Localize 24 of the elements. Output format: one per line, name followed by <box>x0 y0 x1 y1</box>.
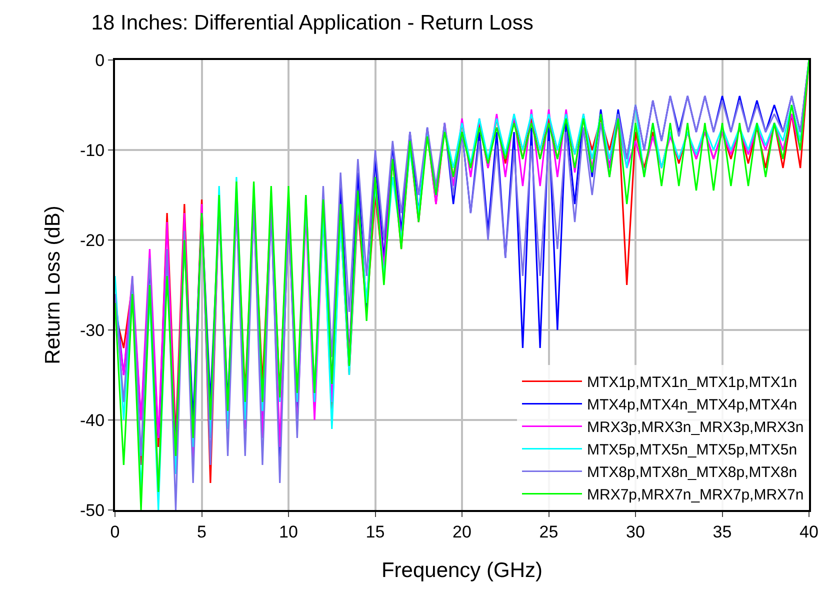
x-tick-label: 30 <box>626 522 645 542</box>
x-tick-label: 10 <box>279 522 298 542</box>
legend-label: MRX7p,MRX7n_MRX7p,MRX7n <box>587 486 804 504</box>
x-tick-label: 20 <box>452 522 472 542</box>
y-tick-label: -20 <box>80 230 105 250</box>
x-tick-label: 0 <box>110 522 120 542</box>
y-tick-label: 0 <box>95 50 105 70</box>
legend-label: MTX5p,MTX5n_MTX5p,MTX5n <box>587 442 798 459</box>
y-tick-label: -30 <box>80 320 105 340</box>
y-tick-label: -50 <box>80 500 105 520</box>
x-tick-label: 5 <box>197 522 206 542</box>
x-tick-label: 15 <box>366 522 385 542</box>
legend-label: MTX4p,MTX4n_MTX4p,MTX4n <box>587 396 798 414</box>
x-tick-label: 35 <box>712 522 732 542</box>
chart-title: 18 Inches: Differential Application - Return Loss <box>91 12 534 35</box>
x-tick-label: 25 <box>539 522 558 542</box>
legend-label: MTX8p,MTX8n_MTX8p,MTX8n <box>587 464 798 482</box>
legend-label: MRX3p,MRX3n_MRX3p,MRX3n <box>587 419 804 436</box>
x-tick-label: 40 <box>800 522 818 542</box>
x-axis-title: Frequency (GHz) <box>381 559 543 582</box>
y-tick-label: -10 <box>80 140 105 160</box>
legend-label: MTX1p,MTX1n_MTX1p,MTX1n <box>587 374 798 392</box>
y-axis-title: Return Loss (dB) <box>42 206 65 364</box>
y-tick-label: -40 <box>80 410 105 430</box>
